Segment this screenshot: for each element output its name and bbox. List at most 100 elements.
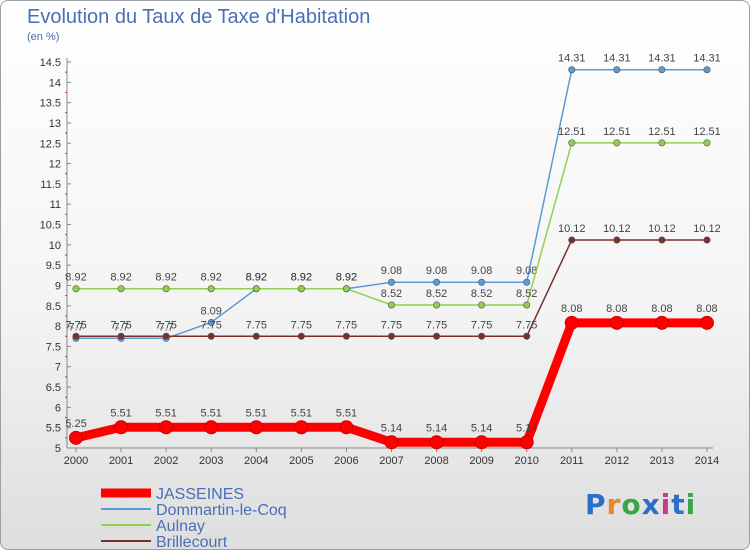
data-point — [429, 435, 444, 450]
y-tick-label: 11 — [50, 199, 61, 211]
y-tick-label: 6.5 — [46, 382, 61, 394]
data-label: 7.75 — [336, 319, 357, 331]
data-label: 5.25 — [65, 418, 86, 430]
data-point — [523, 278, 531, 286]
data-point — [69, 430, 83, 445]
data-label: 8.92 — [110, 272, 131, 284]
legend-label: Brillecourt — [156, 534, 228, 549]
data-point — [294, 420, 309, 435]
data-point — [387, 301, 395, 309]
data-label: 12.51 — [693, 126, 721, 138]
data-point — [433, 301, 441, 309]
data-label: 7.75 — [471, 319, 492, 331]
data-point — [384, 435, 399, 450]
data-label: 9.08 — [381, 265, 402, 277]
data-label: 9.08 — [516, 265, 537, 277]
data-label: 8.52 — [471, 288, 492, 300]
data-point — [207, 318, 215, 326]
data-point — [159, 420, 174, 435]
logo-letter: i — [685, 488, 697, 521]
x-tick-label: 2010 — [514, 455, 538, 467]
data-label: 7.7 — [158, 321, 173, 333]
data-label: 8.92 — [336, 272, 357, 284]
y-tick-label: 14.5 — [40, 57, 61, 69]
x-tick-label: 2011 — [560, 455, 584, 467]
data-point — [564, 315, 579, 330]
y-tick-label: 6 — [55, 402, 61, 414]
data-point — [207, 285, 215, 293]
x-tick-label: 2004 — [244, 455, 268, 467]
data-label: 10.12 — [693, 223, 721, 235]
data-label: 8.52 — [516, 288, 537, 300]
data-label: 12.51 — [603, 126, 631, 138]
x-tick-label: 2008 — [424, 455, 448, 467]
y-tick-label: 13.5 — [40, 98, 61, 110]
data-label: 7.75 — [426, 319, 447, 331]
data-label: 5.51 — [291, 407, 312, 419]
data-point — [613, 66, 621, 74]
data-label: 8.08 — [606, 303, 627, 315]
logo-letter: t — [671, 488, 686, 521]
y-tick-label: 9.5 — [46, 260, 61, 272]
data-label: 8.92 — [336, 272, 357, 284]
data-label: 5.51 — [155, 407, 176, 419]
data-label: 8.92 — [291, 272, 312, 284]
data-label: 7.75 — [246, 319, 267, 331]
y-tick-label: 12.5 — [40, 138, 61, 150]
legend-label: JASSEINES — [156, 486, 244, 503]
data-point — [162, 285, 170, 293]
data-label: 7.75 — [291, 319, 312, 331]
data-point — [609, 315, 624, 330]
data-point — [703, 236, 711, 244]
data-label: 9.08 — [426, 265, 447, 277]
data-point — [207, 332, 215, 340]
data-point — [249, 420, 264, 435]
data-label: 8.92 — [65, 272, 86, 284]
data-label: 10.12 — [558, 223, 586, 235]
data-label: 14.31 — [693, 53, 721, 65]
data-label: 5.14 — [426, 422, 447, 434]
y-tick-label: 5 — [55, 443, 61, 455]
data-point — [699, 315, 714, 330]
data-point — [342, 332, 350, 340]
data-label: 5.51 — [110, 407, 131, 419]
data-label: 8.08 — [696, 303, 717, 315]
data-label: 7.7 — [68, 321, 83, 333]
x-tick-label: 2005 — [289, 455, 313, 467]
data-label: 5.51 — [200, 407, 221, 419]
data-label: 8.92 — [246, 272, 267, 284]
y-tick-label: 7.5 — [46, 341, 61, 353]
data-point — [478, 278, 486, 286]
data-point — [162, 332, 170, 340]
data-label: 7.75 — [110, 319, 131, 331]
y-tick-label: 9 — [55, 280, 61, 292]
x-tick-label: 2014 — [695, 455, 719, 467]
proxiti-logo: Proxiti — [585, 488, 696, 521]
data-label: 14.31 — [558, 53, 586, 65]
data-point — [204, 420, 219, 435]
data-point — [658, 139, 666, 147]
x-tick-label: 2007 — [379, 455, 403, 467]
data-point — [658, 236, 666, 244]
data-point — [117, 285, 125, 293]
data-label: 12.51 — [648, 126, 676, 138]
data-point — [297, 285, 305, 293]
x-tick-label: 2001 — [109, 455, 133, 467]
data-point — [568, 139, 576, 147]
logo-letter: r — [606, 488, 622, 521]
data-point — [252, 285, 260, 293]
data-label: 5.14 — [516, 422, 537, 434]
logo-letter: x — [641, 488, 661, 521]
legend-label: Aulnay — [156, 518, 205, 535]
y-tick-label: 5.5 — [46, 423, 61, 435]
data-point — [568, 66, 576, 74]
data-point — [114, 420, 129, 435]
x-tick-label: 2013 — [650, 455, 674, 467]
data-point — [613, 139, 621, 147]
logo-letter: o — [621, 488, 642, 521]
y-tick-label: 13 — [49, 118, 61, 130]
data-point — [654, 315, 669, 330]
data-point — [703, 139, 711, 147]
data-label: 7.7 — [113, 321, 128, 333]
